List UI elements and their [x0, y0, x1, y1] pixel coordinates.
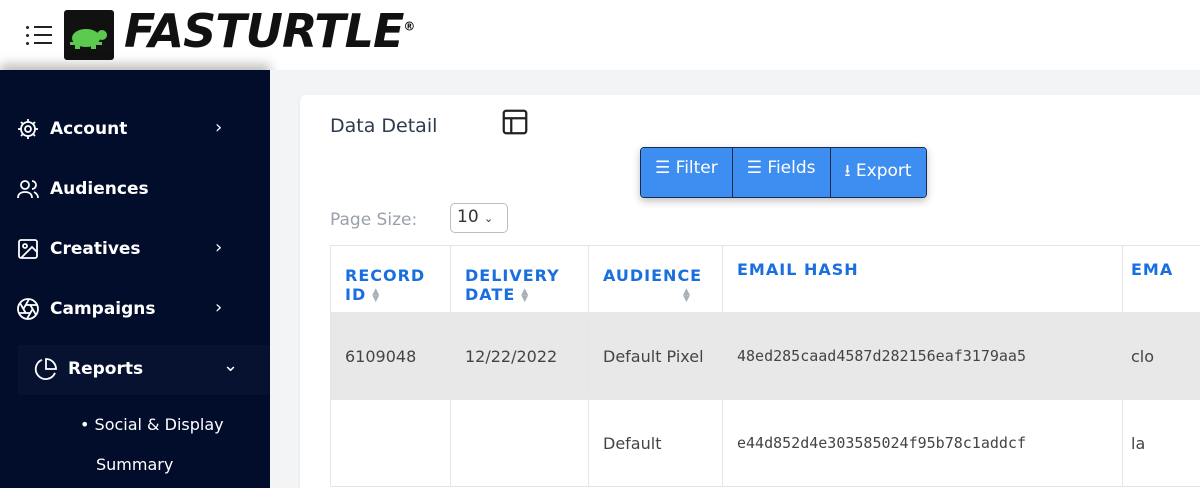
- main-content: Data Detail ☰ Filter ☰ Fields ⭳ Export P…: [270, 70, 1200, 488]
- column-header-email-hash[interactable]: EMAIL HASH: [722, 245, 1123, 313]
- sidebar-item-label: Creatives: [50, 239, 141, 259]
- sidebar-item-campaigns[interactable]: Campaigns ›: [0, 295, 250, 325]
- toolbar-button-group: ☰ Filter ☰ Fields ⭳ Export: [640, 147, 927, 198]
- header-label: EMAIL HASH: [737, 260, 859, 279]
- sidebar-item-creatives[interactable]: Creatives ›: [0, 235, 250, 265]
- cell-email: clo: [1122, 312, 1200, 400]
- header-label: AUDIENCE: [603, 266, 703, 285]
- export-button[interactable]: ⭳ Export: [830, 148, 926, 197]
- pie-chart-icon: [34, 358, 57, 380]
- sort-icon: ▲ ▼: [683, 286, 691, 304]
- gear-icon: [18, 119, 38, 139]
- table-header-row: RECORD ID ▲ ▼ DELIVERY DATE ▲ ▼ AUDIENCE ▲ ▼ E…: [330, 245, 1200, 313]
- page-size-label: Page Size:: [330, 210, 418, 230]
- table-row[interactable]: 6109048 12/22/2022 Default Pixel 48ed285…: [330, 312, 1200, 400]
- cell-delivery-date: [450, 399, 589, 487]
- column-header-audience[interactable]: AUDIENCE ▲ ▼: [588, 245, 723, 313]
- column-header-email[interactable]: EMA: [1122, 245, 1200, 313]
- button-label: Fields: [767, 158, 816, 178]
- list-icon: ☰: [655, 158, 671, 178]
- logo-text: FASTURTLE: [124, 4, 404, 58]
- brand-logo: FASTURTLE®: [124, 4, 415, 58]
- sidebar-item-label: Audiences: [50, 179, 149, 199]
- table-row[interactable]: Default e44d852d4e303585024f95b78c1addcf…: [330, 399, 1200, 487]
- select-value: 10: [457, 207, 479, 227]
- sidebar-subitem-summary[interactable]: Summary: [96, 455, 173, 474]
- button-label: Filter: [675, 158, 718, 178]
- button-label: Export: [855, 161, 912, 181]
- chevron-right-icon: ›: [215, 117, 223, 138]
- chevron-right-icon: ›: [215, 297, 223, 318]
- layout-icon[interactable]: [500, 107, 530, 137]
- sidebar-item-reports[interactable]: Reports ⌄: [18, 345, 270, 395]
- subitem-label: Social & Display: [94, 415, 224, 434]
- subitem-label: Summary: [96, 455, 174, 474]
- sort-icon: ▲ ▼: [372, 286, 381, 304]
- registered-mark: ®: [403, 19, 415, 34]
- sidebar-item-label: Campaigns: [50, 299, 156, 319]
- data-table: RECORD ID ▲ ▼ DELIVERY DATE ▲ ▼ AUDIENCE ▲ ▼ E…: [330, 245, 1200, 487]
- sidebar-item-audiences[interactable]: Audiences: [0, 175, 250, 205]
- cell-email-hash: 48ed285caad4587d282156eaf3179aa5: [722, 312, 1123, 400]
- chevron-down-icon: ⌄: [484, 212, 494, 225]
- chevron-down-icon: ⌄: [223, 355, 239, 376]
- aperture-icon: [17, 298, 39, 320]
- sort-icon: ▲ ▼: [521, 286, 530, 304]
- sidebar-item-label: Reports: [68, 359, 144, 379]
- header-label: DELIVERY DATE: [465, 266, 560, 304]
- users-icon: [17, 180, 39, 199]
- menu-toggle-icon[interactable]: [26, 24, 52, 46]
- sidebar-subitem-social-display[interactable]: • Social & Display: [80, 415, 224, 434]
- sidebar-item-label: Account: [50, 119, 128, 139]
- column-header-record-id[interactable]: RECORD ID ▲ ▼: [330, 245, 451, 313]
- cell-email-hash: e44d852d4e303585024f95b78c1addcf: [722, 399, 1123, 487]
- download-icon: ⭳: [844, 161, 851, 181]
- sidebar: Account › Audiences Creatives › Campaign…: [0, 70, 270, 488]
- cell-record-id: [330, 399, 451, 487]
- image-icon: [18, 239, 38, 259]
- cell-audience: Default Pixel: [588, 312, 723, 400]
- cell-audience: Default: [588, 399, 723, 487]
- turtle-logo-icon[interactable]: [64, 10, 114, 60]
- cell-record-id: 6109048: [330, 312, 451, 400]
- cell-email: la: [1122, 399, 1200, 487]
- column-header-delivery-date[interactable]: DELIVERY DATE ▲ ▼: [450, 245, 589, 313]
- cell-delivery-date: 12/22/2022: [450, 312, 589, 400]
- data-detail-card: Data Detail ☰ Filter ☰ Fields ⭳ Export P…: [300, 95, 1200, 488]
- chevron-right-icon: ›: [215, 237, 223, 258]
- sidebar-item-account[interactable]: Account ›: [0, 115, 250, 145]
- fields-button[interactable]: ☰ Fields: [732, 148, 831, 197]
- top-header: FASTURTLE®: [0, 0, 1200, 70]
- header-label: EMA: [1131, 260, 1174, 279]
- header-label: RECORD ID: [345, 266, 426, 304]
- list-icon: ☰: [746, 158, 763, 178]
- filter-button[interactable]: ☰ Filter: [641, 148, 733, 197]
- page-title: Data Detail: [330, 115, 438, 137]
- page-size-select[interactable]: 10 ⌄: [450, 203, 508, 233]
